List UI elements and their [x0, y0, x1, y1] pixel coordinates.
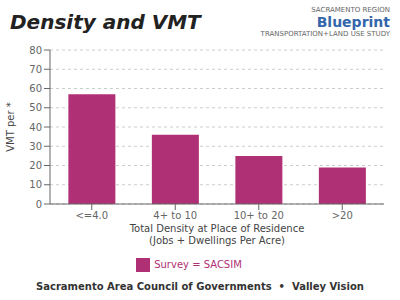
html-text:Blueprint: Blueprint: [316, 14, 390, 30]
html-text:Density and VMT: Density and VMT: [10, 10, 201, 34]
svg-text:VMT per *: VMT per *: [8, 102, 16, 152]
svg-text:30: 30: [29, 141, 42, 152]
svg-text:70: 70: [29, 64, 42, 75]
svg-text:40: 40: [29, 122, 42, 133]
svg-text:4+ to 10: 4+ to 10: [153, 210, 197, 221]
svg-text:Total Density at Place of Resi: Total Density at Place of Residence(Jobs…: [129, 223, 305, 246]
html-text:Survey = SACSIM: Survey = SACSIM: [154, 259, 242, 270]
svg-text:60: 60: [29, 83, 42, 94]
svg-text:10: 10: [29, 179, 42, 190]
svg-text:10+ to 20: 10+ to 20: [234, 210, 284, 221]
html-text:Sacramento Area Council of Gov: Sacramento Area Council of Governments •…: [36, 280, 364, 292]
svg-text:0: 0: [36, 199, 42, 210]
svg-text:80: 80: [29, 45, 42, 56]
svg-text:<=4.0: <=4.0: [75, 210, 108, 221]
html-text:SACRAMENTO REGION: SACRAMENTO REGION: [311, 5, 390, 14]
svg-text:>20: >20: [332, 210, 353, 221]
svg-text:20: 20: [29, 160, 42, 171]
svg-text:50: 50: [29, 102, 42, 113]
html-text:TRANSPORTATION+LAND USE STUDY: TRANSPORTATION+LAND USE STUDY: [260, 30, 390, 38]
